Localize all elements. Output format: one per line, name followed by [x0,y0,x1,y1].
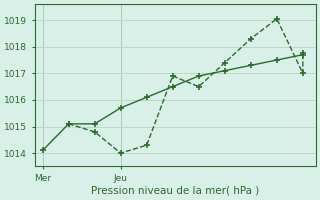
X-axis label: Pression niveau de la mer( hPa ): Pression niveau de la mer( hPa ) [91,186,260,196]
